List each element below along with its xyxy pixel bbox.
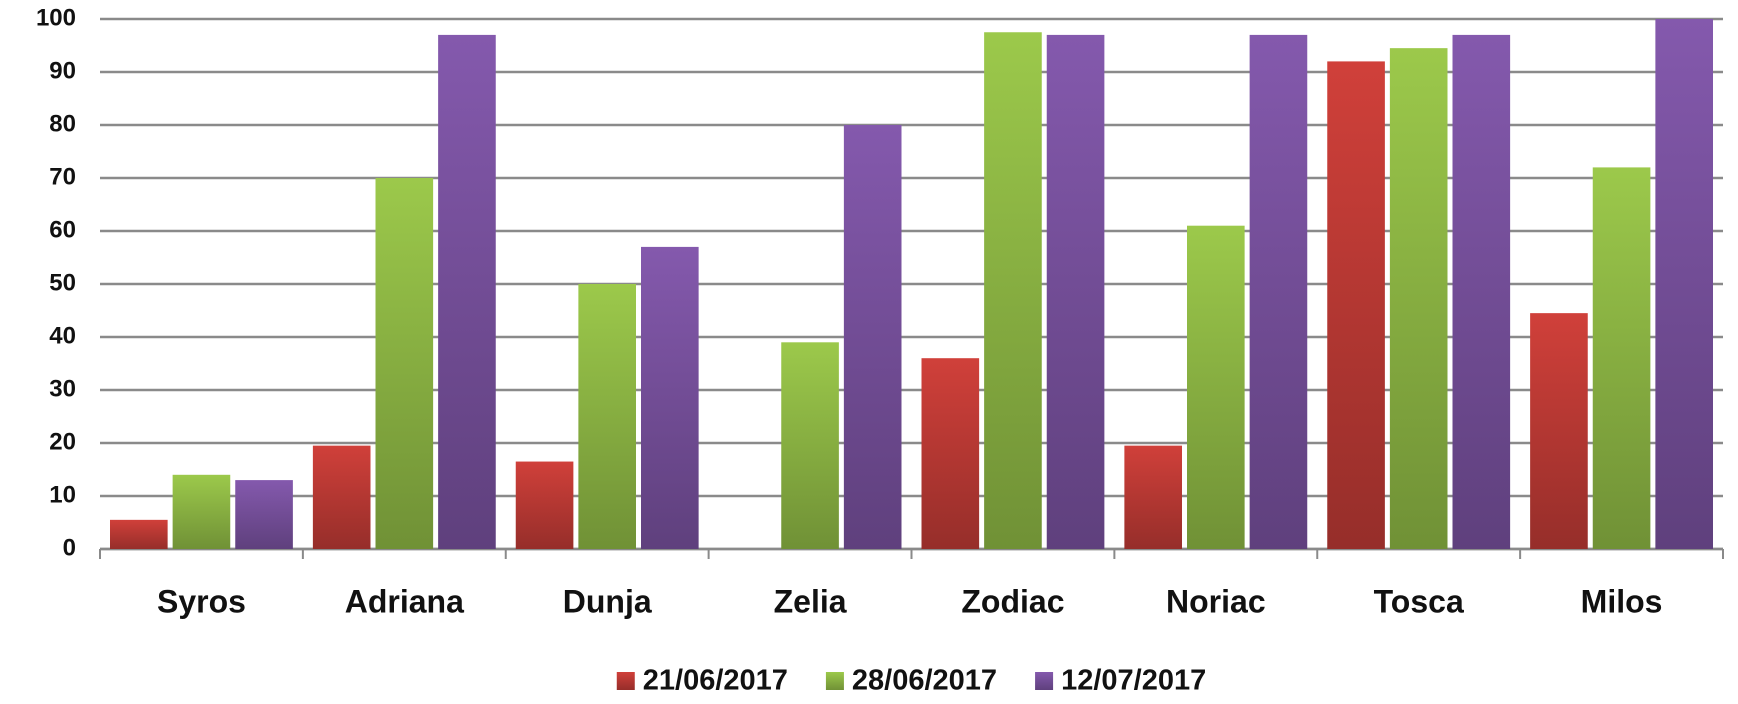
y-tick-label: 80 — [49, 110, 76, 137]
y-tick-label: 90 — [49, 57, 76, 84]
y-tick-label: 20 — [49, 428, 76, 455]
bar — [172, 474, 231, 549]
bar — [1592, 167, 1651, 549]
bar — [641, 246, 699, 549]
x-tick-label: Zodiac — [961, 583, 1064, 619]
x-tick-label: Syros — [157, 583, 246, 619]
legend-swatch — [1035, 672, 1054, 690]
bar — [1249, 34, 1308, 549]
bar — [1046, 34, 1105, 549]
y-tick-label: 30 — [49, 375, 76, 402]
legend-label: 12/07/2017 — [1061, 665, 1206, 697]
bar — [984, 32, 1042, 549]
y-tick-label: 10 — [49, 481, 76, 508]
bar — [781, 342, 839, 549]
legend-label: 28/06/2017 — [852, 665, 997, 697]
bar — [235, 480, 293, 549]
legend-label: 21/06/2017 — [643, 665, 788, 697]
y-tick-label: 50 — [49, 269, 76, 296]
y-tick-label: 70 — [49, 163, 76, 190]
x-tick-label: Dunja — [563, 583, 652, 619]
bar — [312, 445, 371, 549]
bar — [1530, 313, 1588, 549]
y-tick-label: 100 — [36, 4, 76, 31]
legend: 21/06/2017 28/06/2017 12/07/2017 — [616, 665, 1206, 697]
y-tick-label: 60 — [49, 216, 76, 243]
x-tick-label: Adriana — [345, 583, 464, 619]
y-tick-label: 0 — [63, 534, 76, 561]
x-tick-label: Zelia — [774, 583, 847, 619]
bar — [1327, 61, 1385, 550]
bar — [1655, 19, 1713, 549]
bar — [1389, 48, 1448, 550]
bar — [843, 125, 902, 549]
bar — [1187, 225, 1245, 549]
x-tick-label: Tosca — [1374, 583, 1464, 619]
bar — [375, 178, 434, 549]
bar — [1452, 34, 1511, 549]
bar — [578, 284, 636, 549]
x-tick-label: Noriac — [1166, 583, 1266, 619]
bar — [515, 461, 574, 549]
y-tick-label: 40 — [49, 322, 76, 349]
bar — [1124, 445, 1182, 549]
bar — [921, 358, 980, 549]
bar — [438, 34, 496, 549]
legend-swatch — [616, 672, 635, 690]
legend-swatch — [825, 672, 844, 690]
bar — [110, 519, 168, 549]
x-tick-label: Milos — [1581, 583, 1663, 619]
